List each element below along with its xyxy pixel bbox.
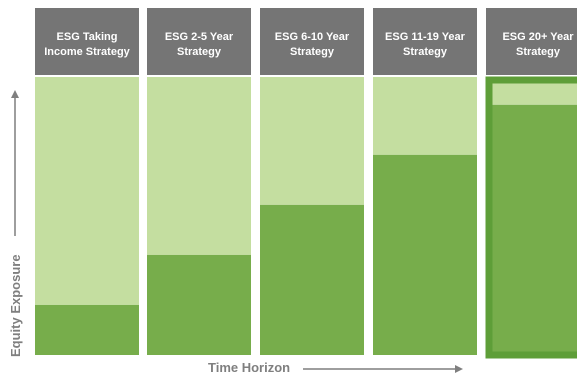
column-header-label: Strategy xyxy=(403,46,448,58)
column-header-label: ESG 20+ Year xyxy=(502,31,574,43)
equity-bar xyxy=(147,254,251,355)
equity-bar xyxy=(260,204,364,355)
column-header-label: Strategy xyxy=(177,46,222,58)
column-header-label: ESG 2-5 Year xyxy=(165,31,234,43)
x-axis-arrow-head xyxy=(455,365,463,373)
column-header xyxy=(35,8,139,75)
remainder-bar xyxy=(35,77,139,305)
strategy-column: ESG 11-19 Year Strategy xyxy=(373,8,477,355)
column-header-label: Strategy xyxy=(516,46,561,58)
strategy-column: ESG 20+ Year Strategy xyxy=(485,8,577,359)
remainder-bar xyxy=(260,77,364,205)
equity-bar xyxy=(373,154,477,355)
y-axis-label: Equity Exposure xyxy=(8,254,23,357)
strategy-column: ESG Taking Income Strategy xyxy=(35,8,139,355)
highlight-border xyxy=(485,76,577,359)
column-header-label: Strategy xyxy=(290,46,335,58)
y-axis: Equity Exposure xyxy=(8,90,23,357)
column-header-label: ESG 11-19 Year xyxy=(385,31,466,43)
column-header xyxy=(147,8,251,75)
strategy-column: ESG 6-10 Year Strategy xyxy=(260,8,364,355)
equity-bar xyxy=(35,304,139,355)
remainder-bar xyxy=(147,77,251,255)
column-header xyxy=(486,8,577,75)
column-header-label: ESG Taking xyxy=(57,31,118,43)
x-axis: Time Horizon xyxy=(208,360,463,375)
equity-bar xyxy=(486,104,577,355)
column-header-label: Income Strategy xyxy=(44,46,130,58)
strategy-columns: ESG Taking Income Strategy ESG 2-5 Year Str… xyxy=(35,8,577,359)
column-header xyxy=(260,8,364,75)
y-axis-arrow-head xyxy=(11,90,19,98)
remainder-bar xyxy=(373,77,477,155)
column-header xyxy=(373,8,477,75)
strategy-column: ESG 2-5 Year Strategy xyxy=(147,8,251,355)
column-header-label: ESG 6-10 Year xyxy=(275,31,350,43)
x-axis-label: Time Horizon xyxy=(208,360,290,375)
